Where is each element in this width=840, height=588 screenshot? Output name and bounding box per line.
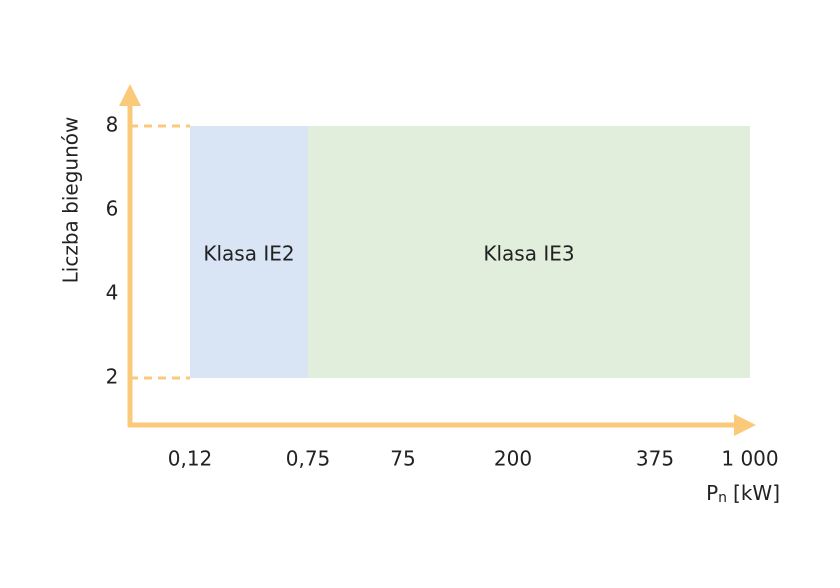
region-label: Klasa IE2 xyxy=(203,242,294,266)
x-label-subscript: n xyxy=(718,490,727,506)
y-tick-label: 6 xyxy=(106,197,119,221)
y-tick-label: 4 xyxy=(106,281,119,305)
x-label-unit: [kW] xyxy=(733,481,780,505)
x-tick-label: 1 000 xyxy=(721,447,778,471)
y-axis-label: Liczba biegunów xyxy=(59,117,83,284)
x-tick-label: 0,75 xyxy=(286,447,331,471)
x-axis-label: Pn [kW] xyxy=(706,481,780,507)
x-label-symbol: P xyxy=(706,481,718,505)
region xyxy=(190,126,308,378)
region xyxy=(308,126,750,378)
x-axis-arrow xyxy=(734,414,756,436)
x-tick-label: 0,12 xyxy=(168,447,213,471)
y-tick-label: 8 xyxy=(106,113,119,137)
y-tick-label: 2 xyxy=(106,365,119,389)
x-tick-label: 200 xyxy=(494,447,532,471)
y-axis-arrow xyxy=(119,84,141,106)
x-tick-label: 375 xyxy=(636,447,674,471)
region-label: Klasa IE3 xyxy=(483,242,574,266)
x-tick-label: 75 xyxy=(390,447,415,471)
